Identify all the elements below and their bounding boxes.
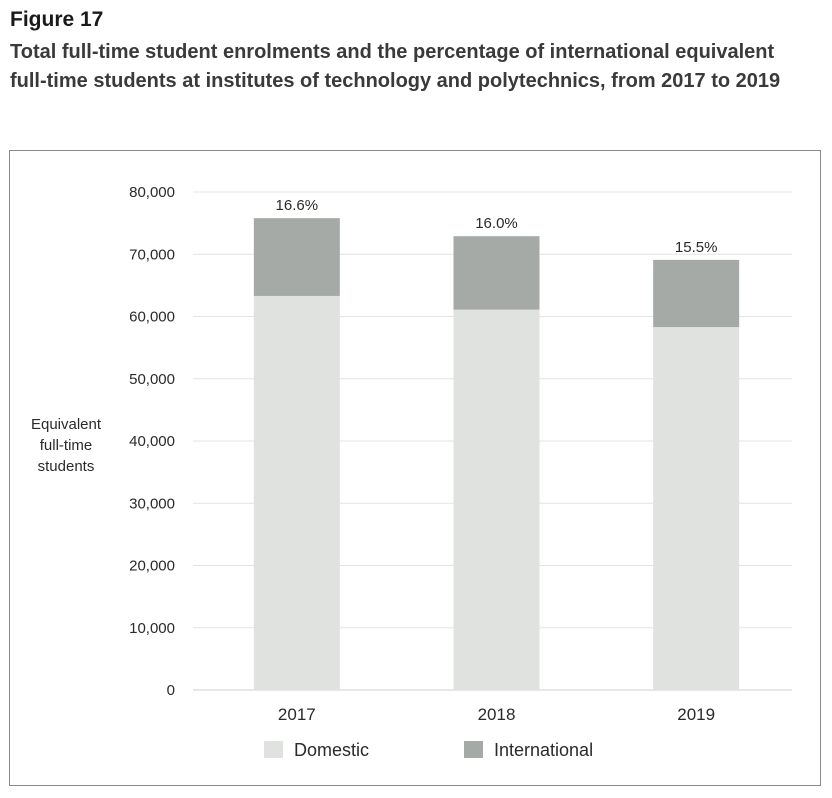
y-tick-label: 40,000: [129, 433, 175, 450]
legend-swatch-domestic: [264, 741, 283, 758]
chart-title: Total full-time student enrolments and t…: [10, 41, 781, 92]
bar-international-2017: [253, 218, 340, 296]
y-axis-label-line: students: [38, 458, 95, 475]
x-tick-label: 2019: [677, 705, 715, 724]
y-tick-label: 20,000: [129, 558, 175, 575]
chart-frame: [9, 150, 821, 786]
figure-label: Figure 17: [10, 8, 104, 31]
data-label: 16.0%: [475, 215, 518, 232]
data-label: 15.5%: [675, 239, 718, 256]
legend-swatch-international: [464, 741, 483, 758]
x-tick-label: 2018: [478, 705, 516, 724]
y-tick-label: 70,000: [129, 246, 175, 263]
y-tick-label: 0: [167, 682, 175, 699]
bar-international-2018: [453, 236, 540, 310]
y-tick-label: 60,000: [129, 309, 175, 326]
legend-label-international: International: [494, 740, 593, 760]
bar-domestic-2018: [453, 309, 540, 690]
y-tick-label: 80,000: [129, 184, 175, 201]
bar-domestic-2017: [253, 295, 340, 690]
x-tick-label: 2017: [278, 705, 316, 724]
y-tick-label: 30,000: [129, 495, 175, 512]
y-tick-label: 50,000: [129, 371, 175, 388]
bar-international-2019: [653, 259, 740, 328]
bar-domestic-2019: [653, 327, 740, 690]
data-label: 16.6%: [276, 197, 319, 214]
legend-label-domestic: Domestic: [294, 740, 369, 760]
y-axis-label-line: Equivalent: [31, 416, 102, 433]
y-axis-label-line: full-time: [40, 437, 93, 454]
y-tick-label: 10,000: [129, 620, 175, 637]
